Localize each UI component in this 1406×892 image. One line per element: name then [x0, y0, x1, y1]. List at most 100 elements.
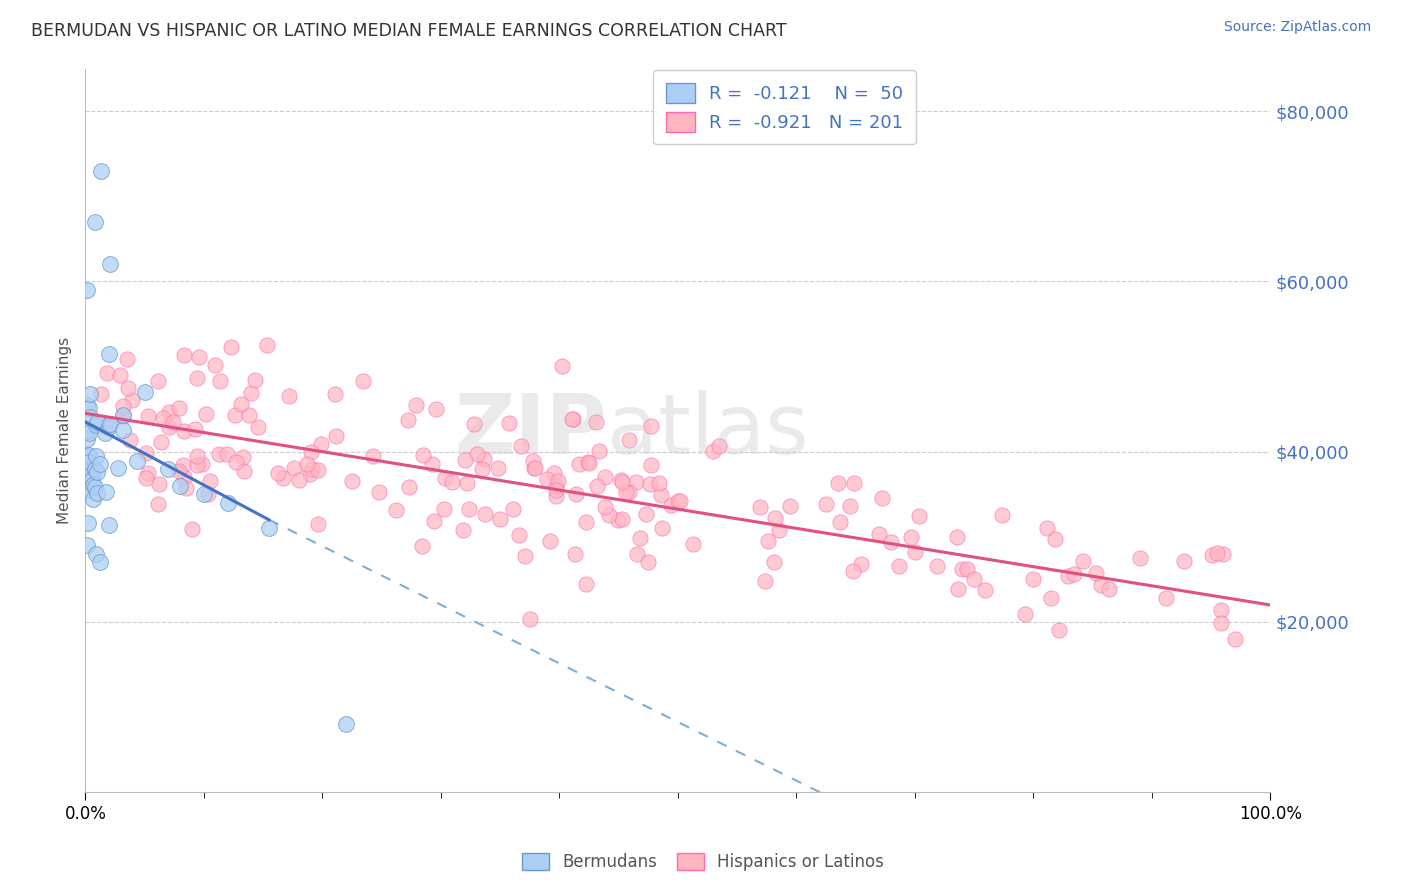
Point [650, 488, 672, 502]
Point [398, 480, 420, 494]
Point [578, 455, 600, 469]
Point [1071, 554, 1094, 568]
Point [754, 574, 776, 589]
Point [335, 717, 357, 731]
Point [538, 534, 561, 549]
Point [288, 474, 311, 488]
Point [77, 448, 100, 462]
Point [536, 472, 558, 486]
Point [546, 479, 568, 493]
Point [98, 257, 121, 271]
Point [638, 477, 661, 491]
Point [195, 407, 218, 421]
Point [1098, 582, 1121, 597]
Point [880, 534, 903, 549]
Point [77, 455, 100, 469]
Point [763, 510, 786, 524]
Point [76, 424, 98, 438]
Point [598, 508, 620, 523]
Point [586, 479, 609, 493]
Point [434, 471, 457, 485]
Point [659, 498, 682, 512]
Point [634, 507, 657, 521]
Point [619, 433, 641, 447]
Point [420, 457, 443, 471]
Point [1223, 632, 1246, 646]
Point [180, 522, 202, 536]
Point [405, 398, 427, 412]
Point [233, 464, 256, 478]
Point [396, 413, 419, 427]
Point [946, 530, 969, 544]
Point [411, 539, 433, 553]
Text: BERMUDAN VS HISPANIC OR LATINO MEDIAN FEMALE EARNINGS CORRELATION CHART: BERMUDAN VS HISPANIC OR LATINO MEDIAN FE… [31, 22, 786, 40]
Point [486, 460, 509, 475]
Point [77, 425, 100, 440]
Point [307, 516, 329, 531]
Point [112, 409, 135, 423]
Point [111, 408, 134, 422]
Point [323, 387, 346, 401]
Point [77, 516, 100, 530]
Point [83, 215, 105, 229]
Point [523, 460, 546, 475]
Legend: Bermudans, Hispanics or Latinos: Bermudans, Hispanics or Latinos [513, 845, 893, 880]
Point [76, 466, 98, 480]
Point [900, 530, 922, 544]
Point [84, 547, 107, 561]
Point [1129, 550, 1152, 565]
Point [299, 467, 322, 481]
Point [77, 401, 100, 415]
Point [79, 386, 101, 401]
Point [173, 469, 195, 483]
Point [325, 429, 347, 443]
Point [385, 503, 408, 517]
Point [100, 417, 122, 431]
Point [626, 547, 648, 561]
Point [522, 454, 544, 468]
Point [76, 283, 98, 297]
Point [463, 417, 485, 431]
Point [173, 347, 195, 361]
Point [172, 458, 194, 472]
Point [564, 487, 586, 501]
Point [425, 401, 447, 416]
Point [830, 516, 852, 530]
Point [887, 558, 910, 573]
Point [90, 163, 112, 178]
Point [96, 366, 118, 380]
Point [609, 473, 631, 487]
Point [169, 479, 191, 493]
Point [588, 444, 610, 458]
Point [612, 512, 634, 526]
Point [990, 508, 1012, 523]
Point [239, 386, 262, 401]
Point [578, 456, 600, 470]
Point [610, 475, 633, 490]
Point [648, 476, 671, 491]
Point [86, 466, 108, 480]
Point [768, 523, 790, 537]
Point [762, 556, 785, 570]
Point [136, 409, 159, 423]
Point [946, 582, 969, 596]
Point [950, 562, 973, 576]
Text: ZIP: ZIP [454, 390, 607, 471]
Point [454, 453, 477, 467]
Point [84, 449, 107, 463]
Point [616, 484, 638, 499]
Point [617, 485, 640, 500]
Point [1173, 554, 1195, 568]
Point [112, 400, 135, 414]
Point [628, 531, 651, 545]
Point [1085, 566, 1108, 580]
Point [1154, 591, 1177, 606]
Point [544, 490, 567, 504]
Point [107, 461, 129, 475]
Point [197, 487, 219, 501]
Point [225, 455, 247, 469]
Point [561, 412, 583, 426]
Point [974, 582, 997, 597]
Point [134, 384, 156, 399]
Point [167, 464, 190, 478]
